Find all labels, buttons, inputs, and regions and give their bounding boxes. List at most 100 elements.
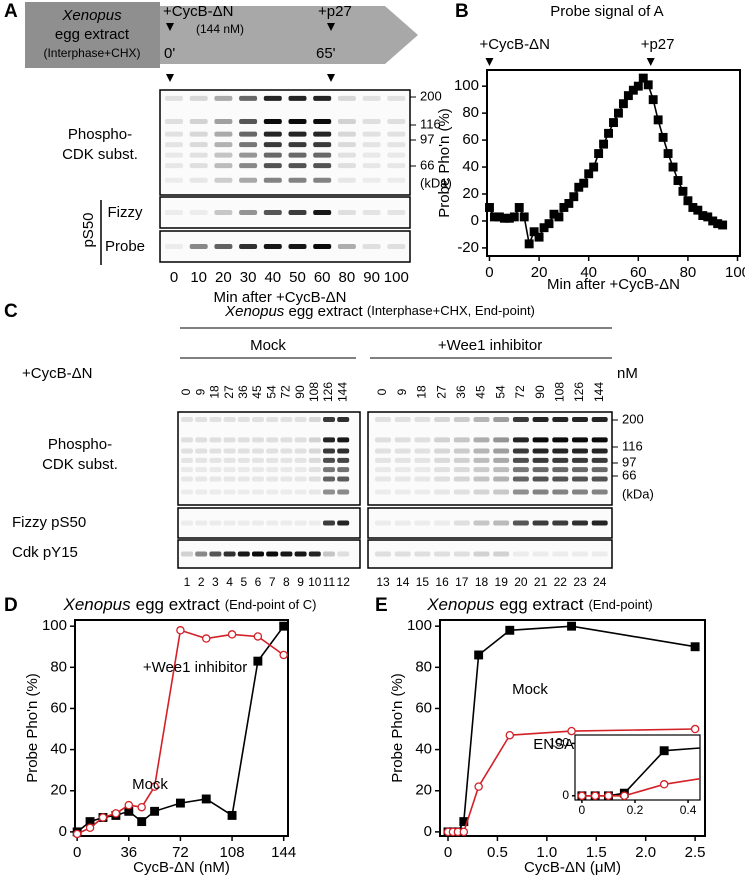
blot-band xyxy=(165,244,183,249)
blot-band xyxy=(195,437,208,443)
marker xyxy=(201,634,211,643)
marker xyxy=(690,724,700,734)
time: 65' xyxy=(316,45,336,62)
blot-band xyxy=(414,416,431,422)
blot-band xyxy=(313,163,332,169)
blot-band xyxy=(434,551,451,557)
marker xyxy=(604,791,613,800)
lane-label: 36 xyxy=(236,385,250,399)
lane-label: 108 xyxy=(552,382,566,402)
blot-band xyxy=(181,476,193,482)
marker xyxy=(678,186,688,196)
x-tick-label: 0.2 xyxy=(627,803,644,817)
blot-band xyxy=(294,416,307,422)
blot-band xyxy=(375,416,391,422)
blot-band xyxy=(552,467,569,473)
blot-band xyxy=(572,437,588,443)
blot-band xyxy=(209,457,222,463)
blot-band xyxy=(313,95,332,101)
blot-band xyxy=(181,551,193,557)
addition: +CycB-ΔN xyxy=(163,3,233,20)
row-label: Cdk pY15 xyxy=(12,544,78,561)
blot-band xyxy=(512,551,529,557)
y-tick-label: 80 xyxy=(50,658,67,675)
lane-number: 2 xyxy=(198,575,205,589)
lane-number: 14 xyxy=(396,575,410,589)
blot-band xyxy=(323,416,335,422)
panel-label: B xyxy=(455,1,469,22)
blot-band xyxy=(532,448,549,454)
blot-band xyxy=(387,244,406,249)
blot-band xyxy=(375,467,391,473)
blot-band xyxy=(252,520,264,526)
blot-band xyxy=(280,448,293,454)
mw-marker: 116 xyxy=(420,116,441,131)
blot-band xyxy=(239,152,258,158)
lane-number: 23 xyxy=(573,575,587,589)
x-tick-label: 0.4 xyxy=(680,803,697,817)
blot-band xyxy=(266,467,279,473)
blot-band xyxy=(387,142,406,148)
blot-band xyxy=(453,467,470,473)
blot-band xyxy=(337,467,350,473)
x-tick-label: 36 xyxy=(120,844,137,861)
marker xyxy=(569,192,579,202)
blot-band xyxy=(214,119,233,124)
marker xyxy=(567,621,577,631)
title: egg extract xyxy=(288,303,363,320)
blot-band xyxy=(591,448,608,454)
marker xyxy=(663,149,673,159)
blot-band xyxy=(572,467,588,473)
lane-number: 7 xyxy=(269,575,276,589)
blot-panel xyxy=(159,89,411,196)
blot-band xyxy=(239,210,258,215)
blot-band xyxy=(375,457,391,463)
extract-box xyxy=(25,2,160,68)
inset-series xyxy=(577,746,700,800)
lane-number: 3 xyxy=(212,575,219,589)
blot-band xyxy=(394,489,411,495)
blot-band xyxy=(214,163,233,169)
blot-band xyxy=(214,177,233,183)
y-tick-label: 20 xyxy=(462,185,479,202)
blot-band xyxy=(237,416,250,422)
lane-label: 100 xyxy=(384,269,409,286)
blot-band xyxy=(323,437,335,443)
lane-label: 18 xyxy=(208,385,222,399)
blot-band xyxy=(362,119,381,124)
y-label: Probe Pho'n (%) xyxy=(24,673,41,783)
blot-band xyxy=(263,163,282,169)
panel-title: Xenopus egg extract (Interphase+CHX, End… xyxy=(224,303,535,320)
blot-band xyxy=(414,476,431,482)
blot-band xyxy=(473,448,490,454)
marker xyxy=(505,625,515,635)
blot-band xyxy=(214,142,233,148)
blot-band xyxy=(252,467,264,473)
blot-band xyxy=(165,163,183,169)
y-tick-label: -20 xyxy=(457,239,479,256)
blot-band xyxy=(362,131,381,137)
marker xyxy=(459,827,469,837)
blot-band xyxy=(591,489,608,495)
blot-band xyxy=(189,142,208,148)
blot-band xyxy=(453,520,470,526)
lane-number: 22 xyxy=(554,575,568,589)
blot-band xyxy=(239,142,258,148)
blot-band xyxy=(434,448,451,454)
marker xyxy=(253,656,263,666)
blot-band xyxy=(323,448,335,454)
blot-band xyxy=(337,437,350,443)
marker xyxy=(658,132,668,142)
blot-band xyxy=(387,152,406,158)
y-tick-label: 100 xyxy=(549,736,569,750)
y-tick-label: 20 xyxy=(415,782,432,799)
marker xyxy=(673,176,683,185)
blot-band xyxy=(223,457,236,463)
blot-band xyxy=(308,457,321,463)
row-label: CDK subst. xyxy=(62,146,138,163)
lane-label: 144 xyxy=(335,382,349,402)
marker xyxy=(668,162,678,172)
blot-band xyxy=(263,177,282,183)
blot-band xyxy=(223,416,236,422)
blot-band xyxy=(280,416,293,422)
